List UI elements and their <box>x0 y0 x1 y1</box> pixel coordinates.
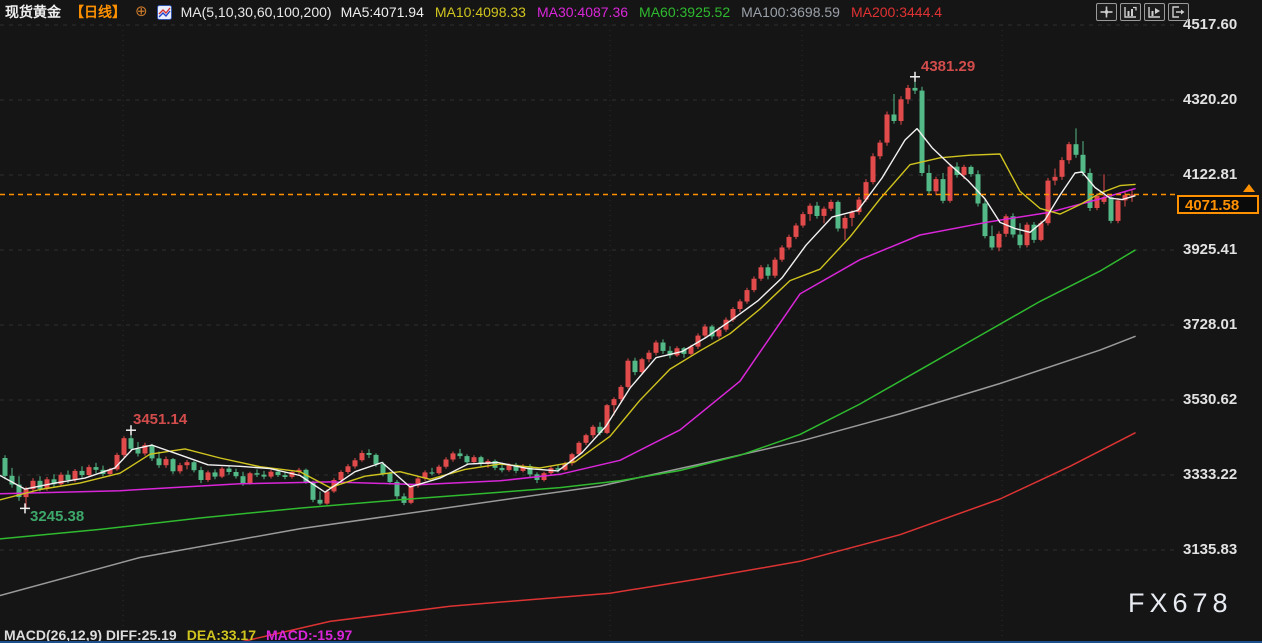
ma-group-label: MA(5,10,30,60,100,200) <box>180 4 332 20</box>
symbol-name: 现货黄金 <box>5 4 61 20</box>
last-price-tag: 4071.58 <box>1177 195 1259 215</box>
drawing-pane-icon[interactable] <box>1144 3 1165 21</box>
axis-tick-3: 3925.41 <box>1183 241 1238 258</box>
axis-tick-7: 3135.83 <box>1183 541 1238 558</box>
ma-value-5: MA200:3444.4 <box>850 4 943 20</box>
ma-legend: MA5:4071.94 MA10:4098.33 MA30:4087.36 MA60:… <box>341 4 942 20</box>
period-label[interactable]: 【日线】 <box>70 4 126 20</box>
macd-row: MACD(26,12,9) DIFF:25.19 DEA:33.17 MACD:-1… <box>4 627 352 643</box>
indicator-pane-icon[interactable] <box>1120 3 1141 21</box>
toolbar <box>1096 3 1189 21</box>
pan-icon[interactable] <box>1096 3 1117 21</box>
instrument-chart-icon[interactable] <box>156 4 172 20</box>
price-annotation-2: 3245.38 <box>30 508 85 526</box>
price-annotation-1: 3451.14 <box>133 410 188 428</box>
ma-value-4: MA100:3698.59 <box>741 4 840 20</box>
axis-tick-0: 4517.60 <box>1183 16 1238 33</box>
macd-item-2: MACD:-15.97 <box>265 627 353 643</box>
pane-divider[interactable] <box>0 641 1262 643</box>
ma-value-3: MA60:3925.52 <box>639 4 731 20</box>
price-up-arrow-icon <box>1243 184 1255 193</box>
macd-item-0: MACD(26,12,9) DIFF:25.19 <box>4 627 177 643</box>
chart-header: 现货黄金 【日线】 ⊕ MA(5,10,30,60,100,200) MA5:4… <box>5 2 942 22</box>
axis-tick-4: 3728.01 <box>1183 316 1238 333</box>
ma-value-0: MA5:4071.94 <box>340 4 424 20</box>
axis-tick-2: 4122.81 <box>1183 165 1238 183</box>
price-annotation-0: 4381.29 <box>921 57 976 75</box>
axis-tick-1: 4320.20 <box>1183 91 1238 108</box>
ma-value-2: MA30:4087.36 <box>536 4 629 20</box>
macd-item-1: DEA:33.17 <box>186 627 256 643</box>
last-price-value: 4071.58 <box>1185 197 1240 215</box>
axis-tick-5: 3530.62 <box>1183 391 1238 408</box>
axis-tick-6: 3333.22 <box>1183 466 1238 483</box>
ma-value-1: MA10:4098.33 <box>434 4 526 20</box>
watermark: FX678 <box>1128 588 1233 618</box>
exit-icon[interactable] <box>1168 3 1189 21</box>
add-indicator-icon[interactable]: ⊕ <box>135 3 148 20</box>
